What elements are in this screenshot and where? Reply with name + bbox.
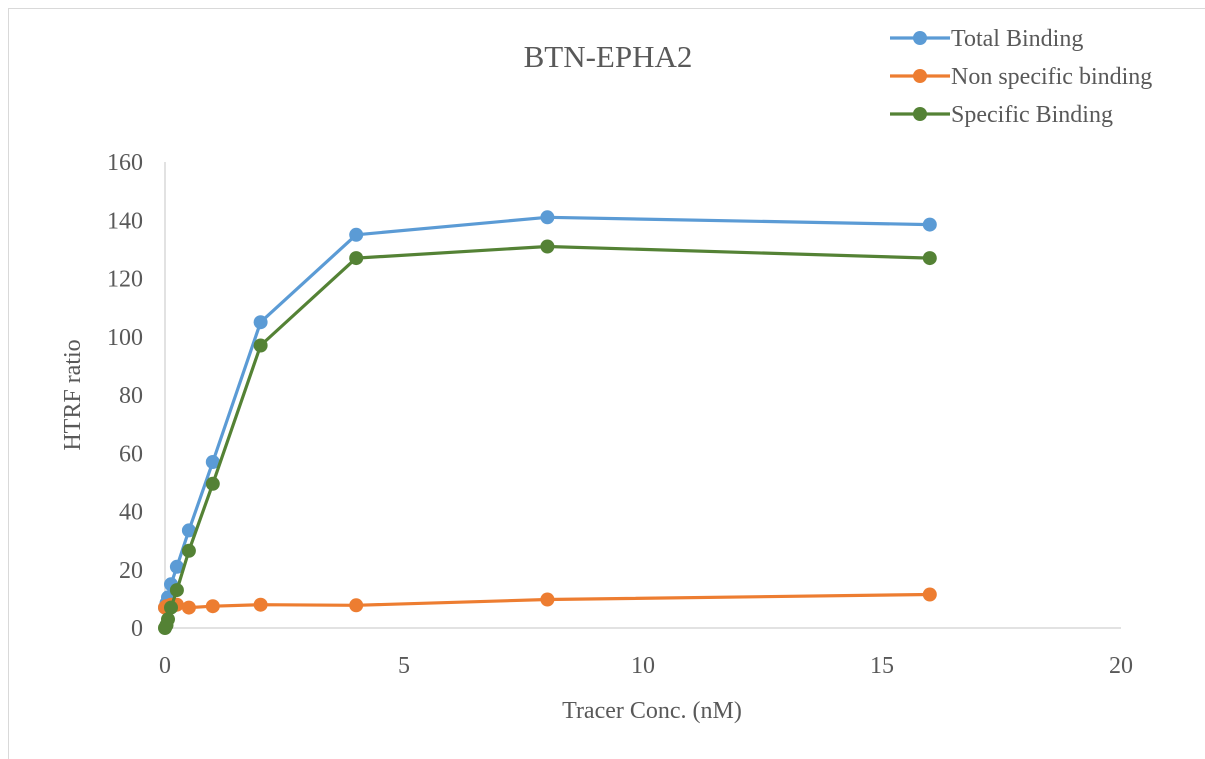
legend-marker [913,69,927,83]
chart-frame [8,8,1205,759]
legend-item: Non specific binding [890,64,1152,90]
x-tick-label: 10 [631,653,655,679]
data-point [181,543,196,558]
axes [164,162,1121,629]
y-tick-labels: 0 20 40 60 80 100 120 140 160 [107,150,143,642]
data-point [169,559,184,574]
data-point [540,592,555,607]
series-2 [158,239,937,635]
legend-marker [913,107,927,121]
data-point [205,599,220,614]
data-point [922,587,937,602]
y-tick-label: 80 [119,383,143,409]
legend-marker [913,31,927,45]
y-tick-label: 140 [107,208,143,234]
y-tick-label: 100 [107,325,143,351]
data-point [540,239,555,254]
y-tick-label: 40 [119,500,143,526]
x-tick-labels: 0 5 10 15 20 [159,653,1133,679]
y-tick-label: 60 [119,441,143,467]
x-tick-label: 15 [870,653,894,679]
legend: Total Binding Non specific binding Specifi… [890,26,1152,128]
series-line [163,215,932,610]
data-point [922,217,937,232]
legend-label: Non specific binding [951,64,1152,90]
legend-label: Total Binding [951,26,1083,52]
y-tick-label: 160 [107,150,143,176]
data-point [181,600,196,615]
data-point [253,338,268,353]
data-point [205,455,220,469]
series-1 [158,587,937,615]
legend-label: Specific Binding [951,102,1113,128]
y-axis-label: HTRF ratio [60,339,86,450]
x-tick-label: 0 [159,653,171,679]
legend-item: Specific Binding [890,102,1113,128]
series-layer [158,210,937,635]
data-point [253,597,268,612]
data-point [205,476,220,491]
data-point [540,210,555,225]
chart-title: BTN-EPHA2 [524,39,693,74]
x-axis-label: Tracer Conc. (nM) [562,698,742,724]
data-point [164,600,178,615]
y-tick-label: 120 [107,267,143,293]
data-point [349,227,364,242]
data-point [161,612,175,627]
y-tick-label: 0 [131,616,143,642]
x-tick-label: 5 [398,653,410,679]
data-point [349,251,364,266]
data-point [181,523,196,538]
legend-item: Total Binding [890,26,1083,52]
data-point [922,251,937,266]
series-0 [158,210,937,615]
data-point [253,315,268,330]
y-tick-label: 20 [119,558,143,584]
data-point [169,583,184,598]
x-tick-label: 20 [1109,653,1133,679]
data-point [349,598,364,613]
